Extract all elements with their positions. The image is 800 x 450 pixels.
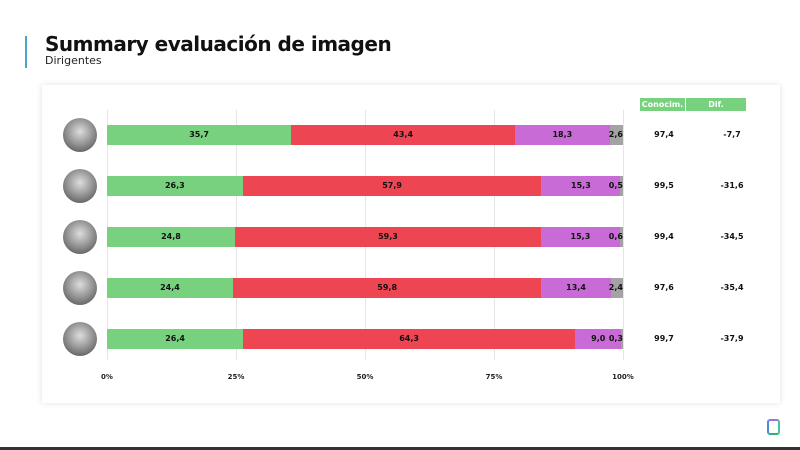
conocim-value: 99,4 [654, 232, 674, 241]
x-tick-label: 25% [227, 373, 245, 381]
avatar [63, 220, 97, 254]
x-tick-label: 75% [485, 373, 503, 381]
bar-label-nsnc: 0,5 [608, 181, 623, 190]
avatar [63, 271, 97, 305]
conocim-value: 99,7 [654, 334, 674, 343]
stacked-bar: 26,3 57,9 15,3 0,5 [107, 176, 623, 196]
bar-label-positiva: 26,4 [165, 334, 185, 343]
bar-label-negativa: 43,4 [393, 130, 414, 139]
bar-segment-negativa: 59,8 [232, 278, 542, 298]
bar-label-negativa: 64,3 [399, 334, 419, 343]
bar-segment-positiva: 26,3 [107, 176, 243, 196]
title-accent-bar [25, 36, 27, 68]
page-title: Summary evaluación de imagen [45, 32, 392, 56]
bar-label-nsnc: 2,6 [608, 130, 623, 139]
bar-label-negativa: 59,8 [377, 283, 398, 292]
bar-label-regular: 15,3 [571, 181, 591, 190]
x-tick-label: 100% [612, 373, 634, 381]
bottom-divider [0, 447, 800, 450]
avatar [63, 169, 97, 203]
bar-segment-negativa: 43,4 [291, 125, 516, 145]
avatar [63, 322, 97, 356]
bar-label-negativa: 59,3 [378, 232, 398, 241]
page-subtitle: Dirigentes [45, 54, 102, 67]
bar-segment-positiva: 24,8 [107, 227, 235, 247]
dif-value: -34,5 [720, 232, 744, 241]
bar-segment-nsnc: 2,6 [608, 125, 623, 145]
bar-label-regular: 15,3 [570, 232, 591, 241]
stacked-bar: 35,7 43,4 18,3 2,6 [107, 125, 623, 145]
bar-label-negativa: 57,9 [382, 181, 402, 190]
bar-label-nsnc: 0,6 [608, 232, 623, 241]
bar-label-regular: 18,3 [552, 130, 573, 139]
header-conocim: Conocim. [640, 98, 685, 111]
stacked-bar: 24,4 59,8 13,4 2,4 [107, 278, 623, 298]
bar-label-positiva: 35,7 [189, 130, 209, 139]
bar-segment-nsnc: 0,3 [609, 329, 623, 349]
dif-value: -35,4 [720, 283, 744, 292]
bar-segment-positiva: 26,4 [107, 329, 244, 349]
bar-segment-regular: 18,3 [515, 125, 610, 145]
bar-segment-nsnc: 0,5 [609, 176, 623, 196]
bar-label-regular: 9,0 [591, 334, 606, 343]
bar-segment-regular: 15,3 [541, 176, 621, 196]
bar-segment-negativa: 64,3 [243, 329, 575, 349]
bar-segment-nsnc: 2,4 [608, 278, 623, 298]
bar-label-nsnc: 2,4 [608, 283, 623, 292]
dif-value: -31,6 [720, 181, 744, 190]
brand-logo [767, 419, 780, 435]
x-tick-label: 0% [101, 373, 113, 381]
conocim-value: 99,5 [654, 181, 674, 190]
bar-segment-regular: 9,0 [575, 329, 622, 349]
dif-value: -37,9 [720, 334, 744, 343]
gridline [623, 110, 624, 360]
conocim-value: 97,6 [654, 283, 674, 292]
bar-segment-regular: 15,3 [540, 227, 620, 247]
stacked-bar: 26,4 64,3 9,0 0,3 [107, 329, 623, 349]
bar-label-regular: 13,4 [566, 283, 586, 292]
bar-segment-negativa: 57,9 [242, 176, 542, 196]
avatar [63, 118, 97, 152]
bar-segment-negativa: 59,3 [234, 227, 541, 247]
stacked-bar: 24,8 59,3 15,3 0,6 [107, 227, 623, 247]
bar-label-nsnc: 0,3 [608, 334, 623, 343]
bar-segment-nsnc: 0,6 [609, 227, 623, 247]
bar-segment-regular: 13,4 [541, 278, 611, 298]
x-tick-label: 50% [356, 373, 374, 381]
bar-segment-positiva: 24,4 [107, 278, 233, 298]
bar-segment-positiva: 35,7 [107, 125, 292, 145]
dif-value: -7,7 [723, 130, 741, 139]
bar-label-positiva: 26,3 [164, 181, 185, 190]
bar-label-positiva: 24,8 [161, 232, 181, 241]
bar-label-positiva: 24,4 [160, 283, 180, 292]
header-dif: Dif. [686, 98, 746, 111]
conocim-value: 97,4 [654, 130, 674, 139]
